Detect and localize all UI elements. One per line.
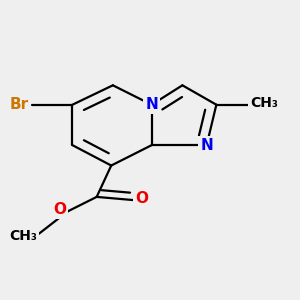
Text: CH₃: CH₃ [9, 229, 37, 243]
Text: Br: Br [10, 97, 29, 112]
Text: O: O [136, 191, 148, 206]
Text: O: O [53, 202, 66, 217]
Text: N: N [145, 97, 158, 112]
Text: N: N [200, 138, 213, 153]
Text: CH₃: CH₃ [250, 96, 278, 110]
